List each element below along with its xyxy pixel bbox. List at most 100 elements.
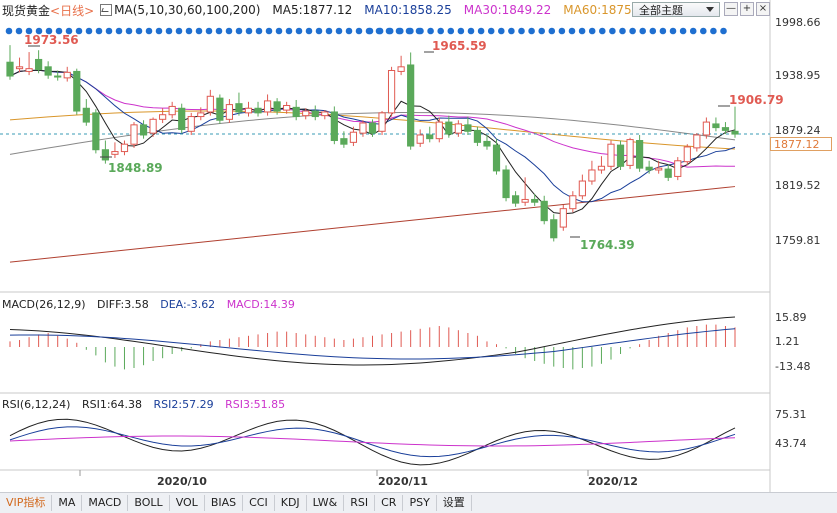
candle: [531, 198, 539, 203]
candle: [6, 61, 14, 77]
event-dot: [85, 27, 93, 35]
candle: [254, 107, 262, 114]
candle: [664, 168, 672, 178]
candle: [82, 107, 90, 123]
event-dot: [115, 27, 123, 35]
tab-bias[interactable]: BIAS: [205, 495, 244, 511]
candle: [178, 107, 186, 130]
candle: [607, 143, 615, 167]
ma10-value: MA10:1858.25: [364, 3, 452, 17]
event-dot: [700, 27, 707, 35]
minimize-button[interactable]: —: [724, 2, 738, 16]
event-dot: [265, 27, 273, 35]
tab-vip[interactable]: VIP指标: [0, 495, 53, 511]
candle: [63, 71, 71, 79]
indicator-chart-icon[interactable]: [100, 4, 113, 16]
tab-lw[interactable]: LW&: [307, 495, 345, 511]
event-dot: [528, 27, 535, 35]
candle: [588, 169, 596, 182]
candle: [311, 110, 319, 118]
candle: [349, 131, 358, 143]
high-mid-label: 1965.59: [432, 39, 487, 53]
event-dot: [295, 27, 303, 35]
price-axis-label: 1759.81: [775, 234, 821, 247]
macd-diff: DIFF:3.58: [97, 298, 149, 311]
candle: [330, 111, 338, 142]
event-dot: [467, 27, 475, 35]
low-right-label: 1764.39: [580, 238, 635, 252]
event-dot: [679, 27, 687, 35]
candle: [693, 134, 701, 149]
event-dot: [669, 27, 677, 35]
macd-dea: DEA:-3.62: [160, 298, 216, 311]
candle: [159, 114, 167, 120]
event-dot: [125, 27, 133, 35]
event-dot: [155, 27, 163, 35]
tab-psy[interactable]: PSY: [403, 495, 437, 511]
candle: [683, 146, 691, 163]
theme-dropdown[interactable]: 全部主题: [632, 2, 720, 17]
event-dot: [105, 27, 113, 35]
candle: [454, 123, 462, 134]
macd-value: MACD:14.39: [226, 298, 295, 311]
tab-settings[interactable]: 设置: [437, 495, 472, 511]
event-dot: [275, 27, 283, 35]
maximize-button[interactable]: +: [740, 2, 754, 16]
event-dot: [619, 27, 626, 35]
candle: [187, 116, 195, 132]
candle: [674, 160, 682, 177]
candle: [559, 208, 567, 228]
date-label: 2020/11: [378, 475, 428, 488]
candle: [511, 195, 520, 204]
symbol-title: 现货黄金: [2, 3, 51, 18]
event-dot: [25, 27, 33, 35]
tab-ma[interactable]: MA: [52, 495, 83, 511]
candle: [25, 68, 33, 72]
ma-params-label[interactable]: MA(5,10,30,60,100,200): [114, 3, 261, 17]
candle: [235, 103, 243, 113]
tab-boll[interactable]: BOLL: [128, 495, 170, 511]
candle: [407, 64, 415, 147]
candle: [702, 121, 710, 136]
theme-dropdown-label: 全部主题: [639, 4, 683, 17]
tab-vol[interactable]: VOL: [170, 495, 205, 511]
rsi-title: RSI(6,12,24): [2, 398, 71, 411]
candle: [292, 106, 300, 118]
event-dot: [45, 27, 53, 35]
event-dot: [447, 27, 455, 35]
event-dot: [407, 27, 414, 35]
event-dot: [185, 27, 193, 35]
candle: [378, 112, 386, 132]
event-dot: [75, 27, 83, 35]
candle: [616, 144, 625, 167]
candle: [502, 169, 510, 199]
period-label[interactable]: <日线>: [50, 3, 95, 18]
tab-macd[interactable]: MACD: [82, 495, 129, 511]
candle: [540, 200, 548, 222]
candle: [321, 111, 329, 117]
event-dot: [15, 27, 23, 35]
event-dot: [5, 27, 13, 35]
candle: [578, 180, 586, 197]
tab-rsi[interactable]: RSI: [344, 495, 376, 511]
macd-axis-label: -13.48: [775, 360, 811, 373]
event-dot: [285, 27, 293, 35]
macd-axis-label: 15.89: [775, 311, 807, 324]
event-dot: [195, 27, 203, 35]
event-dot: [689, 27, 697, 35]
macd-title: MACD(26,12,9): [2, 298, 86, 311]
candle: [216, 97, 224, 121]
candle: [655, 167, 663, 171]
date-label: 2020/12: [588, 475, 638, 488]
tab-cci[interactable]: CCI: [243, 495, 275, 511]
ma60-line: [9, 110, 736, 150]
candle: [521, 198, 529, 203]
close-button[interactable]: ×: [756, 2, 770, 16]
tab-cr[interactable]: CR: [375, 495, 404, 511]
candle: [464, 124, 472, 132]
price-axis-label: 1879.24: [775, 124, 821, 137]
event-dot: [245, 27, 253, 35]
event-dot: [35, 27, 43, 35]
tab-kdj[interactable]: KDJ: [275, 495, 307, 511]
